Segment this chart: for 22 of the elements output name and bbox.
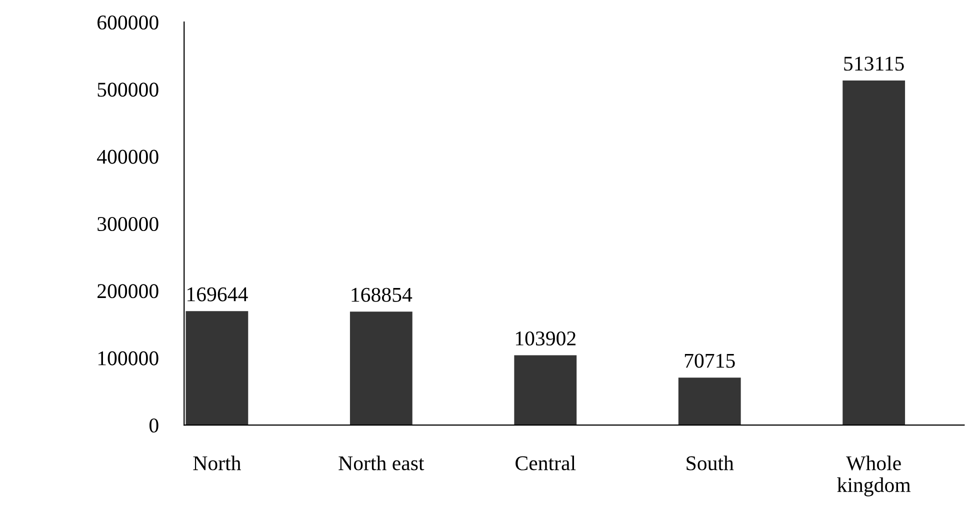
bar [350,312,412,426]
data-label: 168854 [352,288,412,302]
y-tick-label: 300000 [98,216,158,232]
x-tick-label: Central [516,456,576,470]
data-label: 513115 [844,56,904,71]
y-tick-label: 600000 [98,15,158,30]
data-label: 70715 [684,354,735,368]
data-label: 169644 [188,287,248,302]
x-tick-label: Whole kingdom [837,456,911,496]
bar [514,355,577,426]
bar [842,80,906,426]
x-tick-label: South [686,456,734,470]
bar [186,311,248,426]
bar [678,378,741,426]
y-tick-label: 400000 [97,150,158,164]
y-tick-label: 100000 [98,351,158,366]
x-tick-label: North [193,456,241,470]
y-tick-label: 200000 [98,284,158,298]
data-label: 103902 [516,331,576,346]
x-tick-label: North east [338,456,424,470]
y-tick-label: 0 [149,418,158,433]
y-tick-label: 500000 [98,82,158,97]
